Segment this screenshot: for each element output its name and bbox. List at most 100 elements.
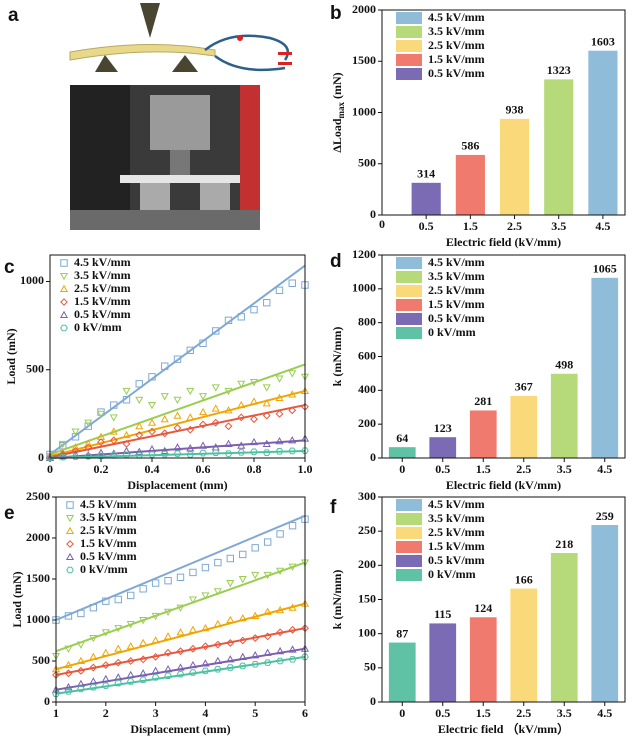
value-label: 87 xyxy=(396,626,408,640)
marker xyxy=(301,281,309,289)
y-label-text: k (mN/mm) xyxy=(330,327,344,387)
marker xyxy=(58,440,67,449)
y-tick-label: 500 xyxy=(26,361,44,375)
legend-label: 2.5 kV/mm xyxy=(428,525,485,539)
legend-label: 0.5 kV/mm xyxy=(74,307,131,321)
x-tick-label: 1.5 xyxy=(476,706,491,720)
legend-label: 0.5 kV/mm xyxy=(428,66,485,80)
x-tick-label: 0.8 xyxy=(247,462,262,476)
bar xyxy=(550,553,578,702)
marker xyxy=(176,573,185,582)
legend-label: 3.5 kV/mm xyxy=(428,269,485,283)
marker xyxy=(147,401,157,410)
marker xyxy=(238,575,247,584)
marker xyxy=(173,411,182,419)
fit-line xyxy=(55,602,306,671)
marker xyxy=(164,672,172,680)
y-tick-label: 0 xyxy=(370,694,376,708)
setup-photo xyxy=(70,85,260,230)
x-tick-label: 4 xyxy=(202,706,208,720)
value-label: 1323 xyxy=(547,63,571,77)
marker xyxy=(84,443,93,452)
marker xyxy=(96,410,106,419)
marker xyxy=(224,316,233,325)
legend-marker xyxy=(59,310,69,319)
marker xyxy=(211,418,220,427)
legend-swatch xyxy=(396,541,422,553)
value-label: 124 xyxy=(474,601,492,615)
legend-label: 4.5 kV/mm xyxy=(428,10,485,24)
marker xyxy=(275,437,284,445)
legend-marker xyxy=(65,514,75,523)
y-label-sub: max xyxy=(336,101,346,118)
marker xyxy=(52,616,60,624)
legend-swatch xyxy=(396,257,422,269)
x-tick-label: 2.5 xyxy=(516,706,531,720)
legend-swatch xyxy=(396,285,422,297)
legend-label: 3.5 kV/mm xyxy=(428,511,485,525)
legend-marker xyxy=(60,259,68,267)
fit-line xyxy=(55,627,306,676)
marker xyxy=(224,422,233,431)
marker xyxy=(71,428,80,436)
legend-swatch xyxy=(396,527,422,539)
legend-label: 1.5 kV/mm xyxy=(428,52,485,66)
y-tick-label: 0 xyxy=(38,450,44,464)
y-tick-label: 2000 xyxy=(352,2,376,16)
marker xyxy=(173,355,182,363)
value-label: 281 xyxy=(474,394,492,408)
x-axis-label: Displacement (mm) xyxy=(130,722,230,736)
y-label-text: Load (mN) xyxy=(4,328,18,384)
marker xyxy=(288,522,297,530)
legend-marker xyxy=(59,284,69,293)
marker xyxy=(262,411,271,420)
marker xyxy=(250,306,258,314)
legend-label: 3.5 kV/mm xyxy=(74,268,131,282)
legend-label: 4.5 kV/mm xyxy=(428,255,485,269)
marker xyxy=(64,688,73,695)
legend-marker xyxy=(66,501,74,509)
panel-label: e xyxy=(4,503,15,524)
marker xyxy=(212,327,220,335)
marker xyxy=(160,429,169,438)
fit-line xyxy=(49,389,306,458)
x-tick-label: 0 xyxy=(399,706,405,720)
fit-line xyxy=(49,404,306,459)
y-label-unit: (mN) xyxy=(330,72,344,102)
marker xyxy=(114,595,122,604)
marker xyxy=(276,628,285,637)
x-tick-label: 0 xyxy=(379,217,385,231)
marker xyxy=(214,558,222,567)
fit-line xyxy=(49,439,306,459)
bar xyxy=(550,373,578,458)
x-tick-label: 1.0 xyxy=(298,462,313,476)
plot-frame xyxy=(381,496,626,703)
x-tick-label: 0.6 xyxy=(196,462,211,476)
x-tick-label: 3 xyxy=(153,706,159,720)
marker xyxy=(288,406,297,415)
marker xyxy=(263,298,271,307)
legend-label: 2.5 kV/mm xyxy=(74,281,131,295)
marker xyxy=(77,685,85,693)
y-tick-label: 600 xyxy=(358,348,376,362)
legend-swatch xyxy=(396,499,422,511)
y-tick-label: 500 xyxy=(32,653,50,667)
bar xyxy=(388,447,416,458)
y-tick-label: 1500 xyxy=(352,53,376,67)
marker xyxy=(122,387,131,396)
legend-label: 2.5 kV/mm xyxy=(80,523,137,537)
panel-label: d xyxy=(330,251,342,272)
legend-swatch xyxy=(396,26,422,38)
legend-swatch xyxy=(396,12,422,24)
legend-label: 0 kV/mm xyxy=(74,320,122,334)
value-label: 314 xyxy=(417,167,435,181)
legend-label: 1.5 kV/mm xyxy=(428,297,485,311)
marker xyxy=(262,399,271,407)
legend-swatch xyxy=(396,327,422,339)
marker xyxy=(251,571,260,580)
marker xyxy=(199,420,207,429)
bar xyxy=(588,50,618,215)
legend-swatch xyxy=(396,54,422,66)
y-tick-label: 0 xyxy=(370,207,376,221)
